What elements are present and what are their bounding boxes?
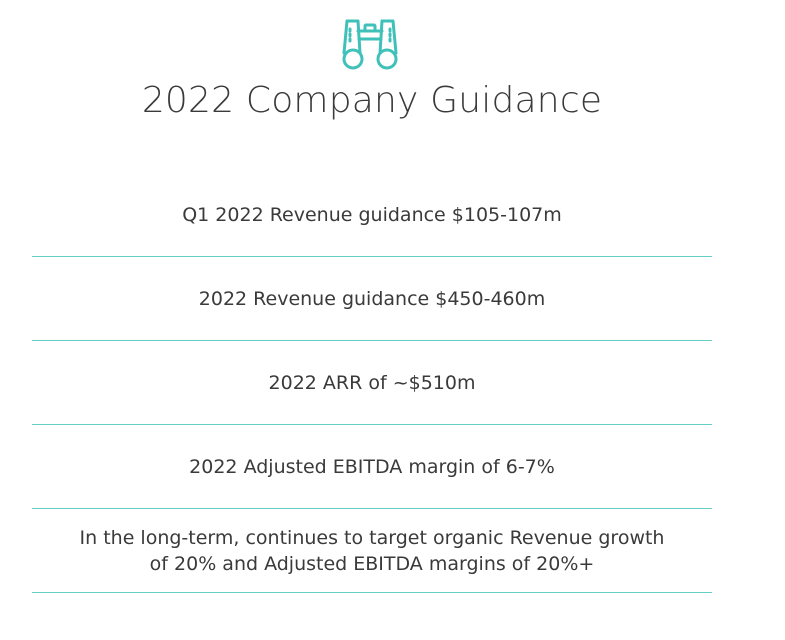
guidance-row-long-term-target: In the long-term, continues to target or… [32, 509, 712, 593]
guidance-row-arr: 2022 ARR of ~$510m [32, 341, 712, 425]
guidance-text: 2022 ARR of ~$510m [268, 371, 476, 394]
guidance-text: Q1 2022 Revenue guidance $105-107m [182, 203, 562, 226]
guidance-text: In the long-term, continues to target or… [79, 526, 665, 575]
guidance-text: 2022 Revenue guidance $450-460m [198, 287, 546, 310]
guidance-list: Q1 2022 Revenue guidance $105-107m 2022 … [32, 173, 712, 593]
binoculars-icon [341, 17, 399, 71]
guidance-text: 2022 Adjusted EBITDA margin of 6-7% [189, 455, 555, 478]
guidance-row-annual-revenue: 2022 Revenue guidance $450-460m [32, 257, 712, 341]
guidance-row-q1-revenue: Q1 2022 Revenue guidance $105-107m [32, 173, 712, 257]
page-title: 2022 Company Guidance [141, 80, 603, 121]
guidance-row-ebitda-margin: 2022 Adjusted EBITDA margin of 6-7% [32, 425, 712, 509]
